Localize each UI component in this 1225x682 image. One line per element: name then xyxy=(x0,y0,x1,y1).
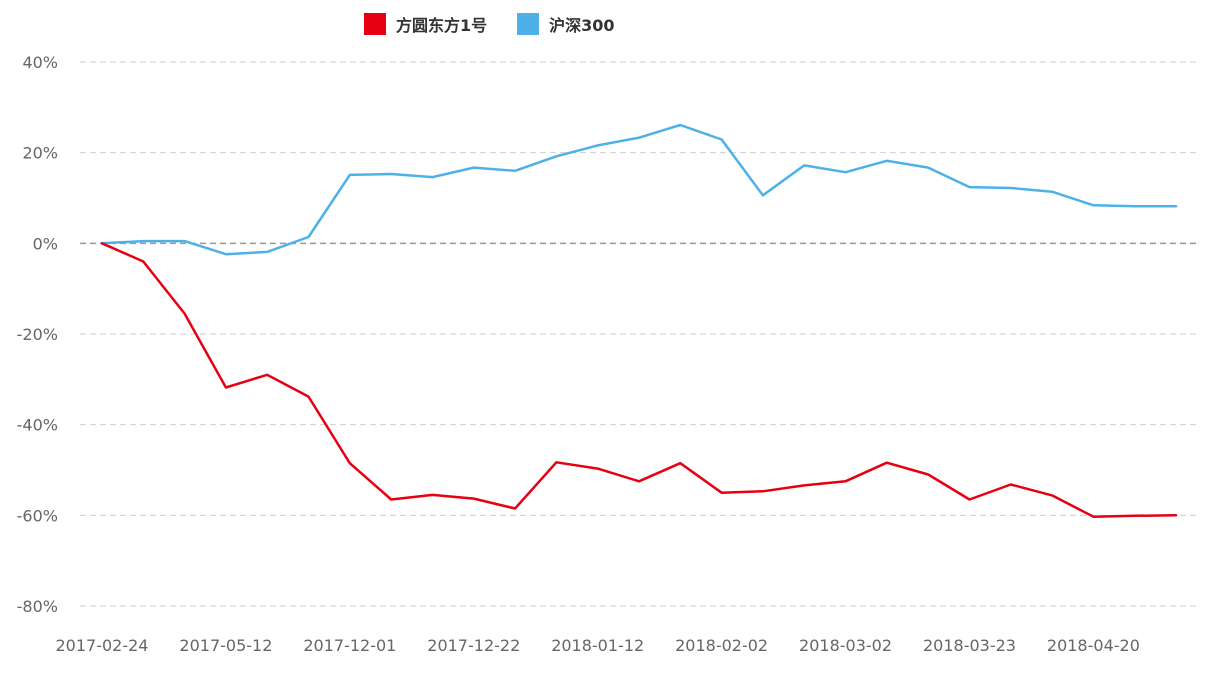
y-tick-label: -80% xyxy=(17,597,58,616)
x-tick-label: 2017-12-22 xyxy=(427,636,520,655)
y-tick-label: -20% xyxy=(17,325,58,344)
y-tick-label: -40% xyxy=(17,416,58,435)
y-tick-label: 40% xyxy=(22,53,58,72)
series-layer xyxy=(100,123,1178,518)
legend-item-fund[interactable]: 方圆东方1号 xyxy=(364,12,487,36)
x-tick-label: 2017-02-24 xyxy=(56,636,149,655)
legend-item-index[interactable]: 沪深300 xyxy=(517,12,615,36)
x-tick-label: 2018-03-23 xyxy=(923,636,1016,655)
y-tick-label: 20% xyxy=(22,144,58,163)
x-tick-label: 2018-01-12 xyxy=(551,636,644,655)
legend-label-fund: 方圆东方1号 xyxy=(396,16,488,35)
x-tick-label: 2018-02-02 xyxy=(675,636,768,655)
x-tick-label: 2017-12-01 xyxy=(303,636,396,655)
y-tick-label: -60% xyxy=(17,506,58,525)
legend-label-index: 沪深300 xyxy=(549,16,615,35)
x-axis: 2017-02-24 2017-05-12 2017-12-01 2017-12-22… xyxy=(56,636,1140,655)
x-tick-label: 2018-03-02 xyxy=(799,636,892,655)
grid-layer xyxy=(80,61,1198,607)
legend-swatch-index xyxy=(517,13,540,35)
y-tick-label: 0% xyxy=(33,234,58,253)
legend-swatch-fund xyxy=(364,13,386,35)
y-axis: 40% 20% 0% -20% -40% -60% -80% xyxy=(17,53,58,616)
x-tick-label: 2018-04-20 xyxy=(1047,636,1140,655)
x-tick-label: 2017-05-12 xyxy=(179,636,272,655)
series-line-fund xyxy=(100,242,1178,518)
legend: 方圆东方1号 沪深300 xyxy=(364,12,615,36)
series-line-index xyxy=(100,123,1178,256)
